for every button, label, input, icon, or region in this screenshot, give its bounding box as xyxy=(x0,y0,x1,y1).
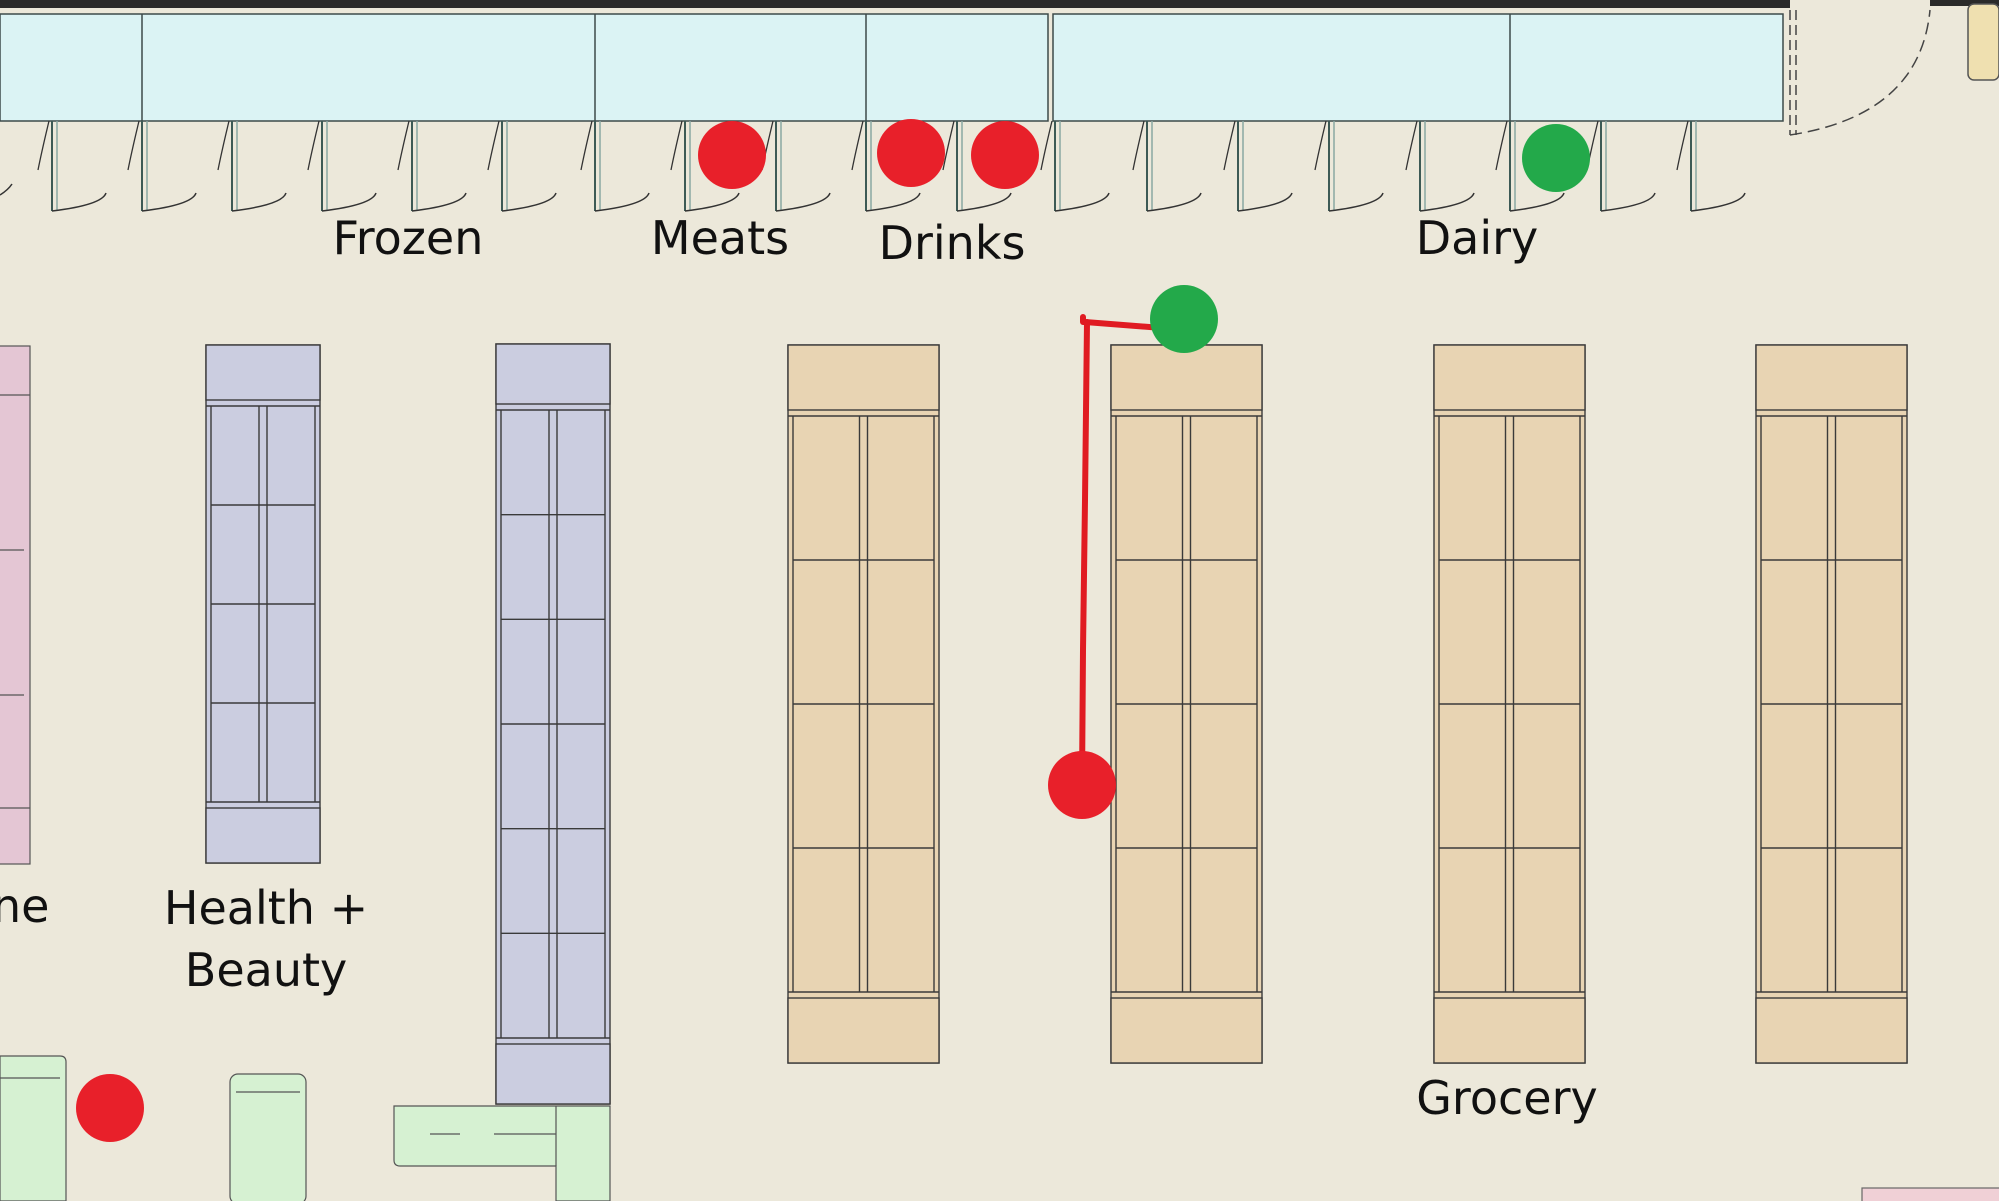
green-marker-destination[interactable] xyxy=(1150,285,1218,353)
door-swing-arc xyxy=(684,192,740,212)
shelf-endcap-bottom xyxy=(495,1043,611,1105)
shelf-endcap-top xyxy=(1110,344,1263,411)
shelf-endcap-top xyxy=(1755,344,1908,411)
label-frozen: Frozen xyxy=(333,211,484,265)
display-case xyxy=(229,1073,307,1201)
door-swing-arc xyxy=(231,192,287,212)
door-swing-arc xyxy=(1146,192,1202,212)
health-beauty-shelf-1 xyxy=(205,344,321,864)
pink-shelf xyxy=(0,345,31,865)
door-swing-arc xyxy=(670,120,683,171)
entrance-door xyxy=(1789,9,1931,136)
grocery-shelf-2 xyxy=(1110,344,1263,1064)
shelf-endcap-bottom xyxy=(205,807,321,864)
door-swing-arc xyxy=(307,120,320,171)
door-swing-arc xyxy=(594,192,650,212)
pink-fixture-corner xyxy=(1861,1187,1999,1201)
door-swing-arc xyxy=(865,192,921,212)
shelf-endcap-bottom xyxy=(1110,997,1263,1064)
freezer-cases xyxy=(0,13,1784,122)
freezer-doors xyxy=(0,120,1746,212)
freezer-case-right xyxy=(1052,13,1784,122)
label-health-line2: Beauty xyxy=(185,943,347,997)
top-wall xyxy=(0,0,1790,8)
door-swing-arc xyxy=(487,120,500,171)
cart-corral xyxy=(1967,3,1999,81)
freezer-case-left xyxy=(0,13,1049,122)
route-path xyxy=(1080,314,1165,331)
shelf-endcap-top xyxy=(787,344,940,411)
label-drinks: Drinks xyxy=(879,216,1026,270)
endcap-fixture xyxy=(393,1105,611,1201)
door-swing-arc xyxy=(1405,120,1418,171)
door-swing-arc xyxy=(411,192,467,212)
green-marker[interactable] xyxy=(1522,124,1590,192)
red-marker[interactable] xyxy=(698,121,766,189)
red-marker-start[interactable] xyxy=(1048,751,1116,819)
door-swing-arc xyxy=(942,120,955,171)
shelf-endcap-top xyxy=(205,344,321,401)
label-dairy: Dairy xyxy=(1416,211,1539,265)
door-swing-arc xyxy=(397,120,410,171)
door-swing-arc xyxy=(127,120,140,171)
door-swing-arc xyxy=(1690,192,1746,212)
door-swing-arc xyxy=(1040,120,1053,171)
shelf-endcap-top xyxy=(495,343,611,405)
grocery-shelf-3 xyxy=(1433,344,1586,1064)
door-swing-arc xyxy=(1054,192,1110,212)
label-grocery: Grocery xyxy=(1416,1071,1597,1125)
checkout-counter xyxy=(0,1055,67,1201)
shelf-endcap-bottom xyxy=(1755,997,1908,1064)
shelf-endcap-bottom xyxy=(787,997,940,1064)
label-health-line1: Health + xyxy=(164,881,368,935)
red-marker[interactable] xyxy=(76,1074,144,1142)
health-beauty-shelf-2 xyxy=(495,343,611,1105)
label-meats: Meats xyxy=(651,211,789,265)
door-swing-arc xyxy=(580,120,593,171)
door-swing-arc xyxy=(37,120,50,171)
door-swing-arc xyxy=(956,192,1012,212)
label-partial-left: ne xyxy=(0,879,49,933)
red-marker[interactable] xyxy=(971,121,1039,189)
green-fixtures xyxy=(0,1055,611,1201)
door-swing-arc xyxy=(1495,120,1508,171)
grocery-shelf-4 xyxy=(1755,344,1908,1064)
door-swing-arc xyxy=(775,192,831,212)
route-path-vertical xyxy=(1079,319,1090,788)
door-swing-arc xyxy=(1419,192,1475,212)
door-swing-arc xyxy=(501,192,557,212)
top-wall-right xyxy=(1930,0,1999,6)
door-swing-arc xyxy=(1328,192,1384,212)
door-swing-arc xyxy=(1676,120,1689,171)
door-swing-arc xyxy=(851,120,864,171)
door-swing-arc xyxy=(1237,192,1293,212)
door-swing-arc xyxy=(1600,192,1656,212)
door-swing-arc xyxy=(1223,120,1236,171)
shelf-endcap-bottom xyxy=(1433,997,1586,1064)
door-swing-arc xyxy=(1314,120,1327,171)
door-swing-arc xyxy=(51,192,107,212)
door-swing-arc xyxy=(141,192,197,212)
door-swing-arc xyxy=(217,120,230,171)
shelf-endcap-top xyxy=(1433,344,1586,411)
door-swing-arc xyxy=(0,183,13,196)
red-marker[interactable] xyxy=(877,119,945,187)
door-swing-arc xyxy=(321,192,377,212)
grocery-shelf-1 xyxy=(787,344,940,1064)
door-swing-arc xyxy=(1509,192,1565,212)
door-swing-arc xyxy=(1132,120,1145,171)
